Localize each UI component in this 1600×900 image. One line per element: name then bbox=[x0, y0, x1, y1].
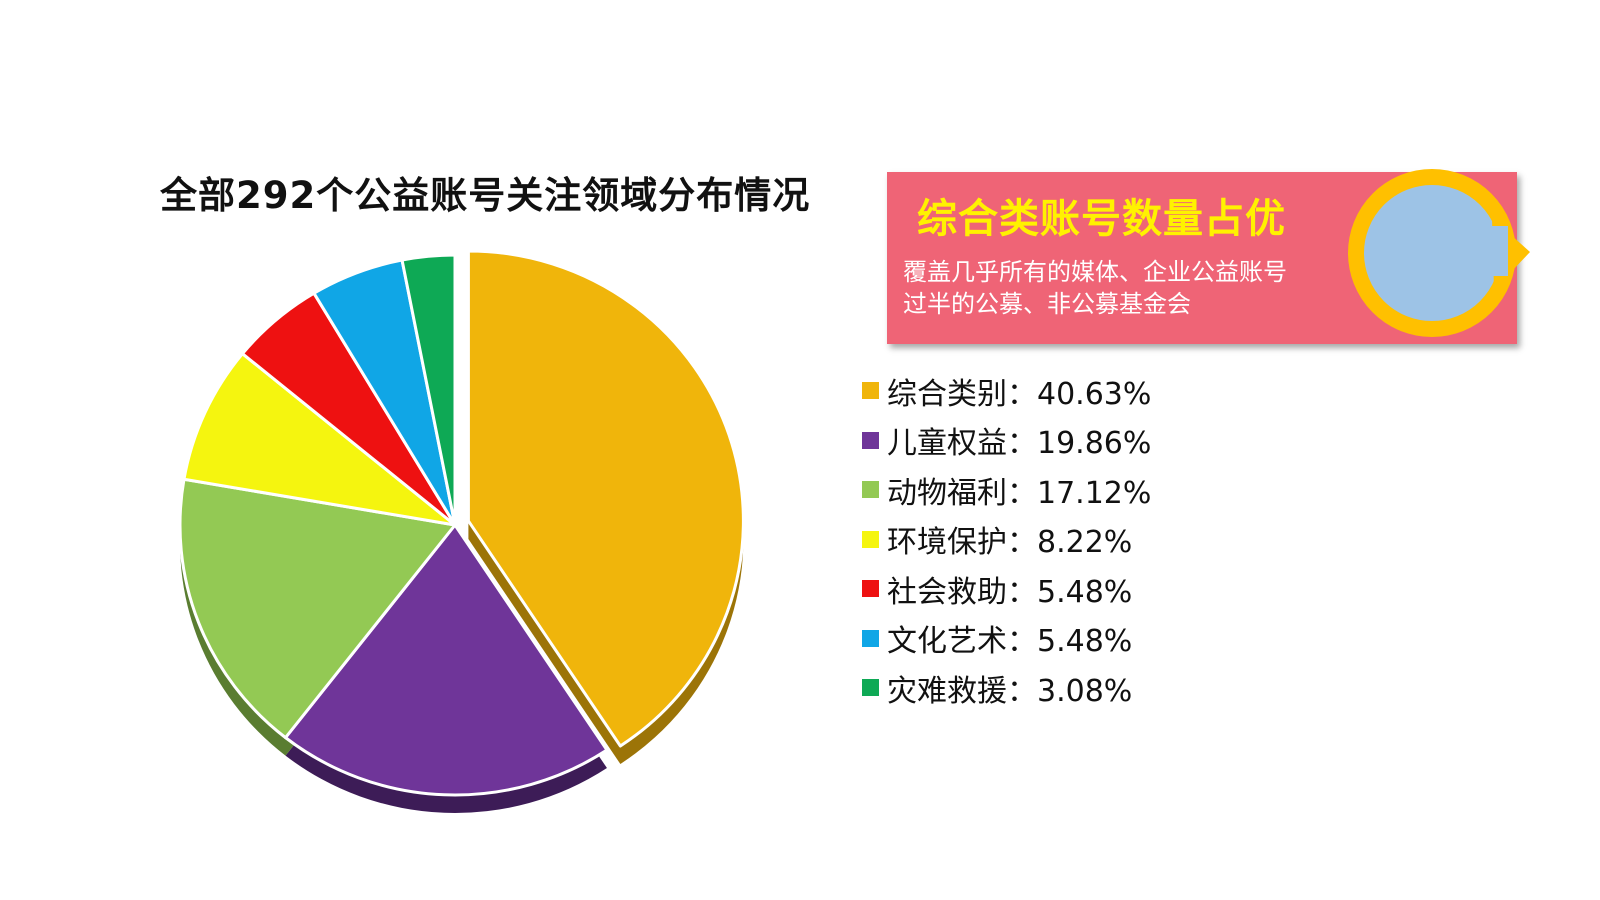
chart-title: 全部292个公益账号关注领域分布情况 bbox=[160, 174, 811, 217]
legend-item: 文化艺术：5.48% bbox=[862, 614, 1262, 664]
legend-item: 灾难救援：3.08% bbox=[862, 663, 1262, 713]
legend-swatch bbox=[862, 530, 879, 548]
legend-label: 动物福利：17.12% bbox=[887, 475, 1152, 511]
legend-swatch bbox=[862, 481, 879, 499]
legend-swatch bbox=[862, 679, 879, 697]
pie-slice-动物福利 bbox=[178, 477, 457, 740]
pie-chart bbox=[178, 249, 745, 813]
pie-slice-环境保护 bbox=[182, 352, 457, 527]
pie-slice-综合类别 bbox=[466, 249, 745, 748]
circular-arrow-icon bbox=[1348, 169, 1530, 337]
legend-swatch bbox=[862, 382, 879, 400]
legend-item: 社会救助：5.48% bbox=[862, 564, 1262, 614]
legend-swatch bbox=[862, 629, 879, 647]
legend-item: 儿童权益：19.86% bbox=[862, 416, 1262, 466]
legend-label: 灾难救援：3.08% bbox=[887, 673, 1133, 709]
pie-slice-灾难救援 bbox=[400, 253, 457, 527]
legend-label: 文化艺术：5.48% bbox=[887, 624, 1133, 660]
legend-item: 综合类别：40.63% bbox=[862, 366, 1262, 416]
legend-swatch bbox=[862, 431, 879, 449]
callout-line-1: 覆盖几乎所有的媒体、企业公益账号 bbox=[903, 258, 1287, 286]
legend-item: 环境保护：8.22% bbox=[862, 515, 1262, 565]
callout-heading: 综合类账号数量占优 bbox=[917, 196, 1286, 242]
callout-line-2: 过半的公募、非公募基金会 bbox=[903, 290, 1191, 318]
legend-label: 儿童权益：19.86% bbox=[887, 426, 1152, 462]
pie-slice-儿童权益 bbox=[284, 523, 609, 797]
legend-label: 综合类别：40.63% bbox=[887, 376, 1152, 412]
legend-label: 社会救助：5.48% bbox=[887, 574, 1133, 610]
legend-item: 动物福利：17.12% bbox=[862, 465, 1262, 515]
legend-swatch bbox=[862, 580, 879, 598]
chart-legend: 综合类别：40.63% 儿童权益：19.86% 动物福利：17.12% 环境保护… bbox=[862, 366, 1262, 713]
legend-label: 环境保护：8.22% bbox=[887, 525, 1133, 561]
